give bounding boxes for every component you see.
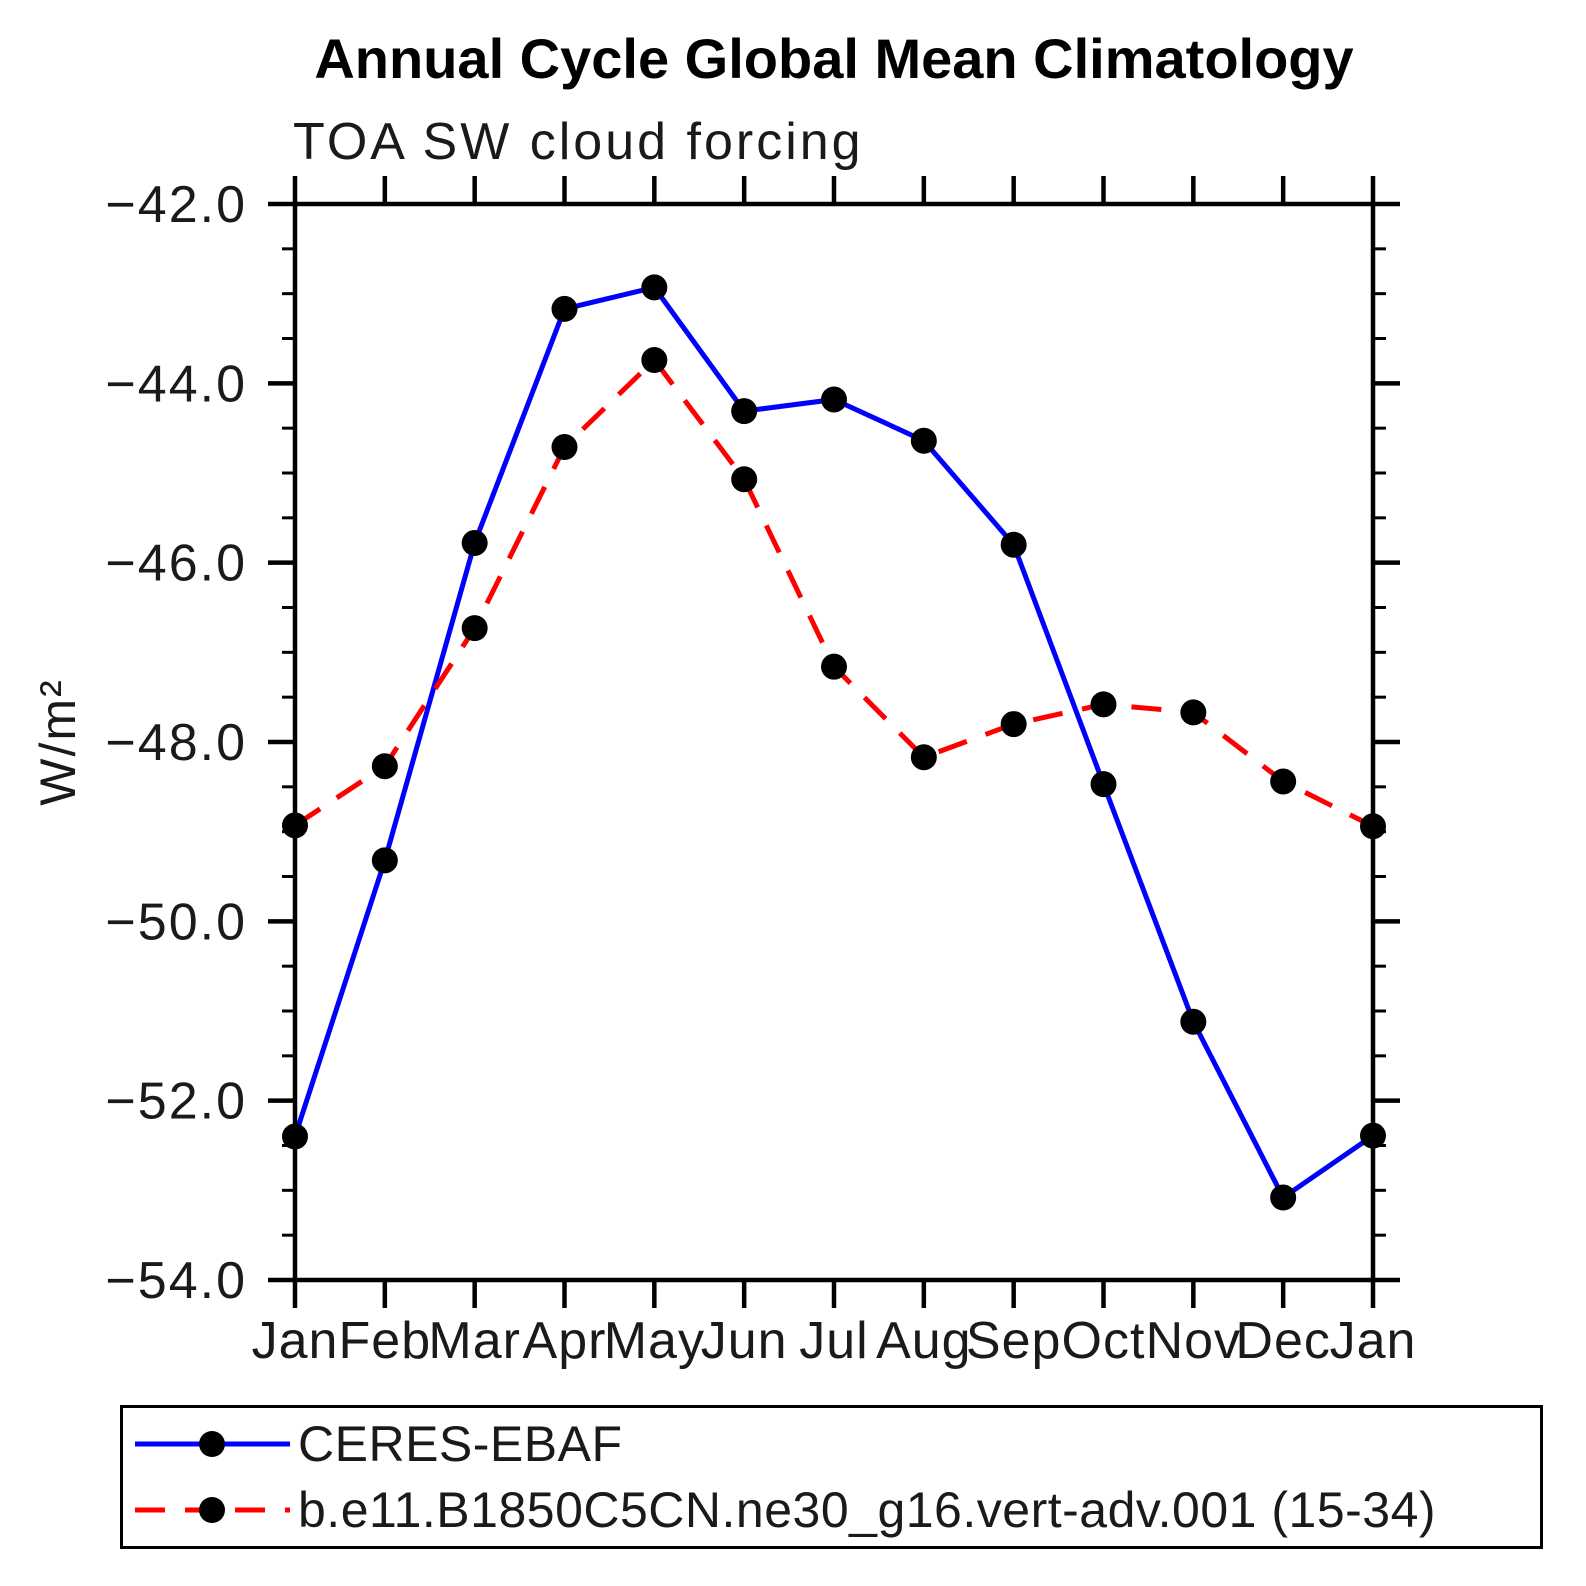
data-point-marker	[1270, 768, 1297, 795]
data-point-marker	[641, 347, 668, 374]
data-point-marker	[821, 653, 847, 680]
legend-marker-icon	[199, 1431, 225, 1457]
x-tick-label: Oct	[1062, 1312, 1146, 1370]
data-point-marker	[371, 753, 398, 780]
data-point-marker	[461, 529, 488, 556]
x-tick-label: Jan	[252, 1312, 339, 1370]
x-tick-label: Dec	[1235, 1312, 1330, 1370]
data-point-marker	[821, 386, 847, 413]
x-tick-label: Jan	[1330, 1312, 1417, 1370]
data-point-marker	[910, 427, 937, 454]
chart-title: Annual Cycle Global Mean Climatology	[314, 27, 1354, 90]
y-tick-label: −50.0	[105, 893, 247, 951]
x-tick-label: Apr	[523, 1312, 607, 1370]
data-point-marker	[461, 615, 488, 642]
x-tick-label: Aug	[876, 1312, 972, 1370]
legend-item: CERES-EBAF	[135, 1416, 1540, 1472]
x-tick-label: Nov	[1146, 1312, 1241, 1370]
chart-subtitle: TOA SW cloud forcing	[293, 113, 864, 171]
data-point-marker	[1000, 531, 1027, 558]
x-tick-label: Mar	[428, 1312, 521, 1370]
data-point-marker	[1090, 691, 1117, 718]
series-line-0	[292, 284, 1375, 1201]
y-tick-label: −44.0	[105, 355, 247, 413]
legend: CERES-EBAF b.e11.B1850C5CN.ne30_g16.vert…	[120, 1405, 1543, 1549]
data-point-marker	[282, 812, 308, 839]
data-point-marker	[551, 295, 578, 322]
x-tick-label: Jul	[799, 1312, 868, 1370]
x-tick-label: Feb	[339, 1312, 432, 1370]
data-point-marker	[910, 744, 937, 771]
data-point-marker	[641, 274, 668, 301]
y-tick-label: −48.0	[105, 714, 247, 772]
legend-swatch-dashed-line	[135, 1497, 290, 1523]
data-point-marker	[1090, 771, 1117, 798]
y-tick-label: −46.0	[105, 535, 247, 593]
x-tick-label: Sep	[966, 1312, 1062, 1370]
data-point-marker	[1360, 813, 1386, 840]
data-point-marker	[551, 433, 578, 460]
x-tick-label: Jun	[701, 1312, 788, 1370]
data-point-marker	[1000, 711, 1027, 738]
x-tick-label: May	[604, 1312, 705, 1370]
plot-border	[292, 201, 1376, 1283]
data-point-marker	[1360, 1122, 1386, 1149]
data-point-marker	[371, 847, 398, 874]
y-tick-label: −54.0	[105, 1252, 247, 1310]
legend-label: CERES-EBAF	[298, 1416, 623, 1472]
legend-marker-icon	[199, 1497, 225, 1523]
data-point-marker	[282, 1123, 308, 1150]
legend-swatch-solid-line	[135, 1431, 290, 1457]
y-tick-label: −42.0	[105, 176, 247, 234]
legend-label: b.e11.B1850C5CN.ne30_g16.vert-adv.001 (1…	[298, 1482, 1437, 1538]
data-point-marker	[1270, 1184, 1297, 1211]
series-line-1	[293, 357, 1375, 829]
data-point-marker	[731, 466, 758, 493]
data-point-marker	[1180, 1008, 1207, 1035]
data-point-marker	[731, 398, 758, 425]
y-tick-label: −52.0	[105, 1073, 247, 1131]
data-point-marker	[1180, 699, 1207, 726]
legend-item: b.e11.B1850C5CN.ne30_g16.vert-adv.001 (1…	[135, 1482, 1540, 1538]
